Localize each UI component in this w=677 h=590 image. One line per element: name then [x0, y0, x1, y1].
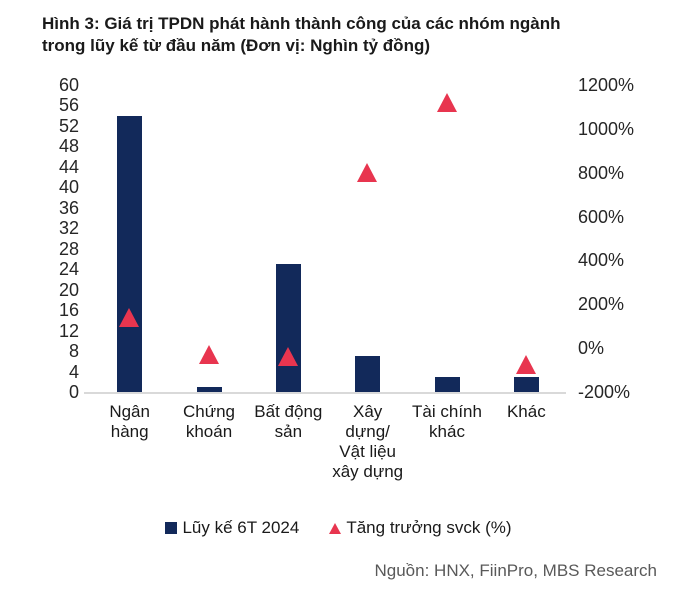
left-axis-tick: 40	[58, 177, 79, 198]
legend-square-icon	[165, 522, 178, 534]
bar	[355, 356, 381, 392]
left-axis-tick: 32	[58, 218, 79, 239]
bar	[196, 386, 222, 392]
right-axis-tick: 600%	[578, 206, 625, 227]
legend-item: Lũy kế 6T 2024	[165, 518, 299, 538]
left-axis-tick: 8	[68, 341, 79, 362]
category-label: Tài chính khác	[412, 402, 482, 441]
category-label: Chứng khoán	[182, 402, 236, 441]
left-axis-tick: 36	[58, 197, 79, 218]
right-axis-tick: 0%	[578, 338, 605, 359]
category-label: Khác	[506, 402, 546, 421]
bar	[117, 115, 143, 392]
bar	[434, 376, 460, 392]
growth-triangle-icon	[357, 163, 378, 183]
right-axis-tick: -200%	[578, 382, 631, 402]
growth-triangle-icon	[436, 93, 457, 113]
bar	[513, 376, 539, 392]
growth-triangle-icon	[198, 345, 219, 365]
figure-title: Hình 3: Giá trị TPDN phát hành thành côn…	[42, 14, 561, 55]
left-axis-tick: 4	[68, 361, 79, 382]
right-axis-tick: 1000%	[578, 118, 635, 139]
legend: Lũy kế 6T 2024 Tăng trưởng svck (%)	[0, 514, 677, 542]
category-label: Ngân hàng	[109, 402, 150, 441]
left-axis-tick: 44	[58, 156, 79, 177]
left-axis-tick: 0	[68, 382, 79, 402]
legend-item: Tăng trưởng svck (%)	[329, 518, 512, 538]
x-axis-line	[84, 392, 566, 394]
right-axis-tick: 200%	[578, 294, 625, 315]
left-axis-tick: 52	[58, 115, 79, 136]
right-axis-tick: 400%	[578, 250, 625, 271]
legend-label: Tăng trưởng svck (%)	[346, 518, 512, 537]
legend-label: Lũy kế 6T 2024	[182, 518, 300, 537]
bar	[275, 264, 301, 392]
left-axis-tick: 16	[58, 300, 79, 321]
left-axis-tick: 48	[58, 136, 79, 157]
left-axis-tick: 28	[58, 238, 79, 259]
category-label: Xây dựng/ Vật liệu xây dựng	[332, 402, 404, 481]
right-axis-tick: 800%	[578, 162, 625, 183]
growth-triangle-icon	[515, 355, 536, 375]
source-note: Nguồn: HNX, FiinPro, MBS Research	[374, 561, 658, 580]
left-axis-tick: 60	[58, 75, 79, 95]
left-axis-tick: 24	[58, 259, 79, 280]
legend-triangle-icon	[329, 522, 342, 534]
growth-triangle-icon	[119, 307, 140, 327]
left-axis-tick: 56	[58, 95, 79, 116]
left-axis-tick: 20	[58, 279, 79, 300]
category-label: Bất động sản	[254, 402, 323, 441]
growth-triangle-icon	[277, 347, 298, 367]
right-axis-tick: 1200%	[578, 75, 635, 95]
left-axis-tick: 12	[58, 320, 79, 341]
